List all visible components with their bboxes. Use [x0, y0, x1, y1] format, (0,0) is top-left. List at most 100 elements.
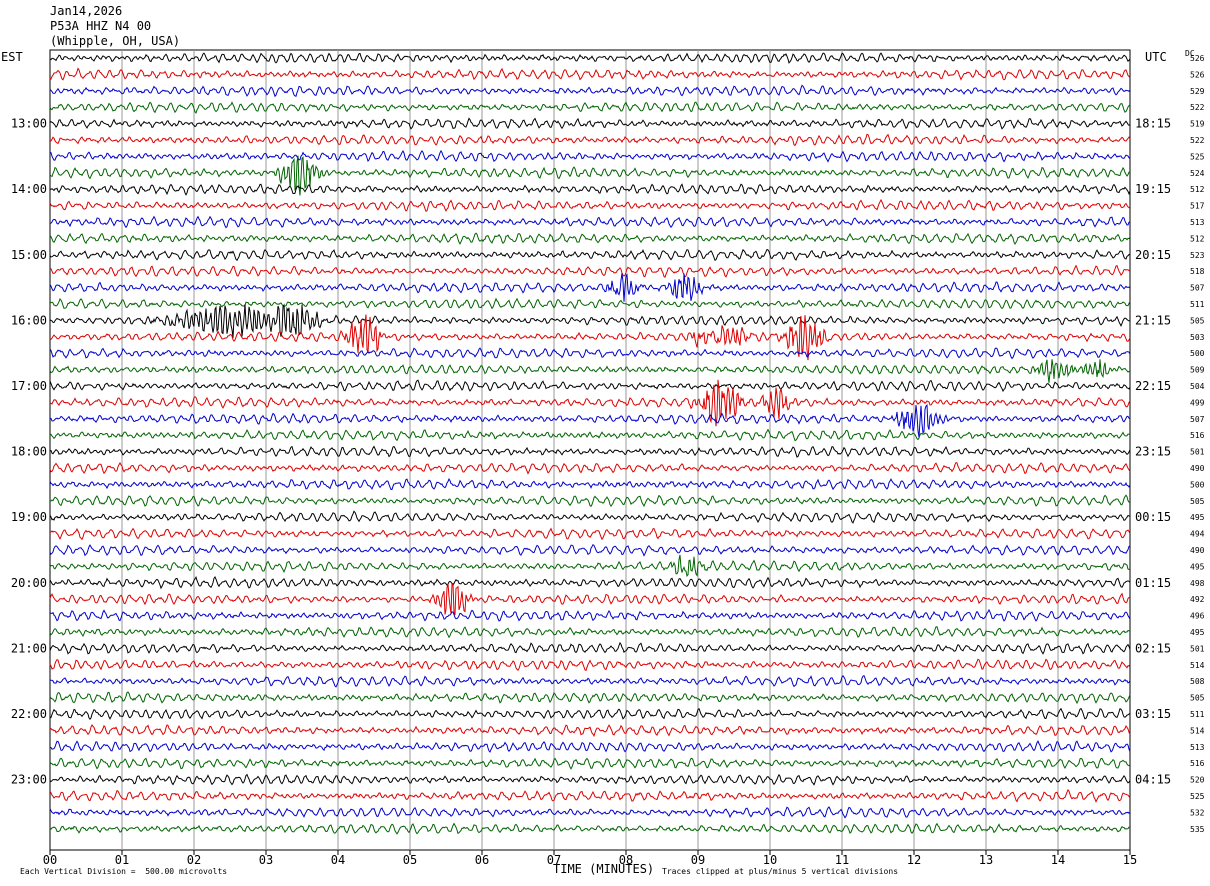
x-tick-label: 01: [115, 853, 129, 867]
scale-note: Each Vertical Division = 500.00 microvol…: [20, 867, 228, 876]
seismic-trace: [49, 273, 1131, 302]
seismic-trace: [49, 155, 1131, 196]
header-date: Jan14,2026: [50, 4, 123, 18]
seismic-trace: [49, 215, 1131, 229]
seismic-trace: [49, 806, 1131, 819]
dc-offset-label: 507: [1190, 284, 1205, 293]
dc-offset-label: 535: [1190, 825, 1205, 834]
x-tick-label: 08: [619, 853, 633, 867]
seismic-trace: [49, 183, 1131, 196]
dc-offset-label: 522: [1190, 103, 1205, 112]
x-tick-label: 10: [763, 853, 777, 867]
right-time-label: 03:15: [1135, 707, 1171, 721]
dc-offset-label: 526: [1190, 54, 1205, 63]
dc-offset-label: 505: [1190, 694, 1205, 703]
left-time-label: 19:00: [11, 510, 47, 524]
dc-offset-label: 500: [1190, 480, 1205, 489]
seismic-trace: [49, 461, 1131, 475]
seismic-trace: [49, 658, 1131, 672]
x-tick-label: 11: [835, 853, 849, 867]
seismic-trace: [49, 641, 1131, 655]
dc-offset-label: 490: [1190, 464, 1205, 473]
right-time-label: 01:15: [1135, 576, 1171, 590]
dc-offset-label: 504: [1190, 382, 1205, 391]
x-tick-label: 09: [691, 853, 705, 867]
dc-offset-label: 499: [1190, 398, 1205, 407]
seismic-trace: [49, 101, 1131, 114]
seismic-trace: [49, 52, 1131, 64]
x-tick-label: 02: [187, 853, 201, 867]
x-tick-label: 14: [1051, 853, 1065, 867]
left-time-label: 17:00: [11, 379, 47, 393]
dc-offset-label: 505: [1190, 316, 1205, 325]
seismic-trace: [49, 359, 1131, 383]
seismic-trace: [49, 740, 1131, 753]
dc-offset-label: 500: [1190, 349, 1205, 358]
x-tick-label: 06: [475, 853, 489, 867]
left-time-label: 13:00: [11, 117, 47, 131]
seismic-trace: [49, 303, 1131, 338]
seismic-trace: [49, 379, 1131, 427]
seismic-trace: [49, 67, 1131, 81]
dc-offset-label: 492: [1190, 595, 1205, 604]
left-time-label: 23:00: [11, 773, 47, 787]
seismic-trace: [49, 149, 1131, 163]
dc-offset-label: 525: [1190, 792, 1205, 801]
right-time-label: 00:15: [1135, 510, 1171, 524]
x-tick-label: 05: [403, 853, 417, 867]
seismic-trace: [49, 84, 1131, 98]
dc-offset-label: 512: [1190, 185, 1205, 194]
seismic-trace: [49, 347, 1131, 360]
dc-offset-label: 495: [1190, 513, 1205, 522]
clip-note: Traces clipped at plus/minus 5 vertical …: [662, 867, 899, 876]
seismic-trace: [49, 428, 1131, 442]
dc-offset-label: 511: [1190, 300, 1205, 309]
seismic-trace: [49, 554, 1131, 577]
dc-offset-label: 498: [1190, 579, 1205, 588]
dc-offset-label: 505: [1190, 497, 1205, 506]
right-time-label: 19:15: [1135, 182, 1171, 196]
seismic-trace: [49, 297, 1131, 310]
dc-offset-label: 518: [1190, 267, 1205, 276]
seismic-trace: [49, 248, 1131, 262]
seismic-trace: [49, 582, 1131, 616]
dc-offset-label: 496: [1190, 612, 1205, 621]
right-time-label: 23:15: [1135, 445, 1171, 459]
seismic-trace: [49, 403, 1131, 438]
x-axis-title: TIME (MINUTES): [553, 862, 655, 876]
seismic-trace: [49, 133, 1131, 147]
dc-offset-label: 508: [1190, 677, 1205, 686]
dc-offset-label: 516: [1190, 759, 1205, 768]
seismic-trace: [49, 822, 1131, 835]
seismic-trace: [49, 707, 1131, 721]
dc-offset-label: 522: [1190, 136, 1205, 145]
dc-offset-label: 514: [1190, 726, 1205, 735]
seismic-trace: [49, 314, 1131, 361]
right-time-label: 18:15: [1135, 117, 1171, 131]
seismic-trace: [50, 494, 1131, 508]
seismic-trace: [49, 117, 1131, 130]
right-time-label: 22:15: [1135, 379, 1171, 393]
dc-offset-label: 513: [1190, 218, 1205, 227]
x-tick-label: 13: [979, 853, 993, 867]
dc-offset-label: 495: [1190, 562, 1205, 571]
seismic-trace: [49, 510, 1131, 524]
left-time-label: 14:00: [11, 182, 47, 196]
left-time-label: 15:00: [11, 248, 47, 262]
seismic-trace: [49, 608, 1131, 622]
right-time-label: 21:15: [1135, 313, 1171, 327]
left-time-label: 16:00: [11, 313, 47, 327]
seismic-trace: [49, 724, 1131, 738]
seismic-trace: [49, 691, 1131, 705]
seismic-trace: [49, 232, 1131, 245]
x-tick-label: 03: [259, 853, 273, 867]
seismic-trace: [49, 198, 1131, 213]
seismic-trace: [49, 478, 1131, 491]
dc-offset-label: 526: [1190, 70, 1205, 79]
right-time-label: 02:15: [1135, 641, 1171, 655]
seismic-trace: [49, 773, 1131, 786]
seismic-trace: [49, 757, 1131, 770]
right-time-label: 20:15: [1135, 248, 1171, 262]
seismic-trace: [49, 626, 1130, 639]
